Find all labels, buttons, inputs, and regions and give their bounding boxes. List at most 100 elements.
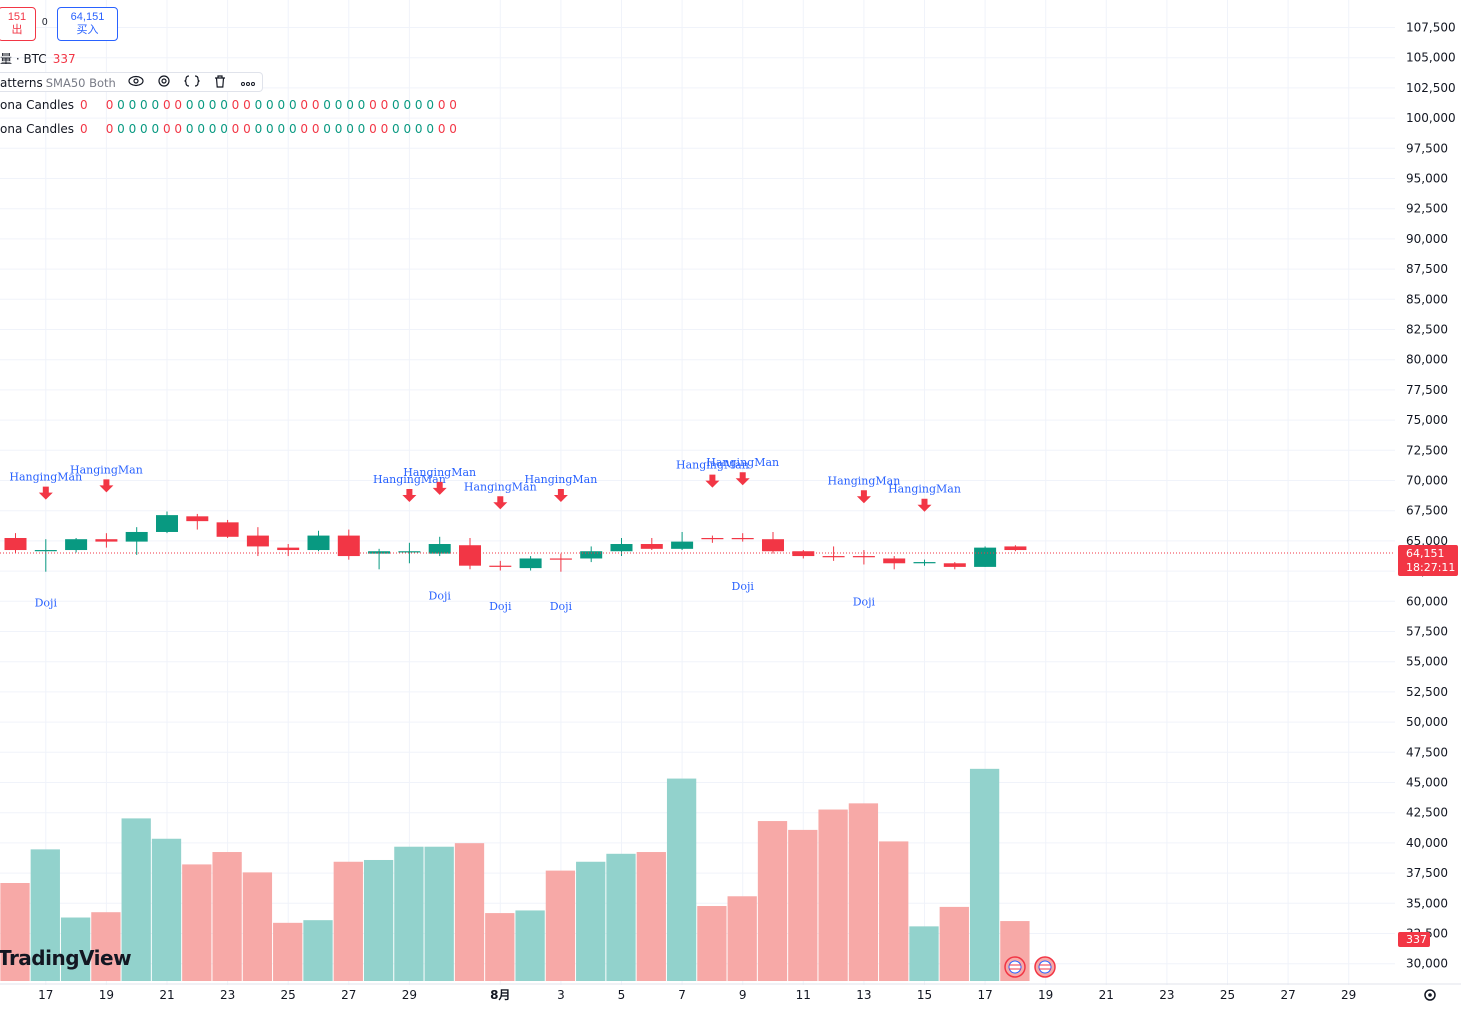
volume-bar — [60, 917, 91, 981]
candle-body — [34, 550, 57, 552]
down-arrow-icon — [402, 489, 417, 503]
volume-tag: 337 — [1398, 932, 1430, 947]
candles-legend-row-1[interactable]: ona Candles 0 0 0 0 0 0 0 0 0 0 0 0 0 0 0 … — [0, 98, 457, 112]
pattern-label: HangingMan — [676, 459, 749, 472]
candles-count: 0 — [80, 122, 88, 136]
price-tick-label: 92,500 — [1406, 202, 1448, 216]
settings-icon[interactable] — [156, 74, 172, 91]
volume-legend-row[interactable]: 量 · BTC 337 — [0, 50, 76, 67]
price-tick-label: 75,000 — [1406, 413, 1448, 427]
candle-body — [580, 551, 603, 559]
candle-body — [519, 558, 542, 569]
doji-label: Doji — [429, 589, 452, 602]
indicator-legend-row[interactable]: atterns SMA50 Both — [0, 72, 263, 92]
down-arrow-icon — [917, 498, 932, 512]
volume-value: 337 — [52, 52, 76, 66]
price-tick-label: 37,500 — [1406, 866, 1448, 880]
countdown-value: 18:27:11 — [1406, 561, 1455, 574]
down-arrow-icon — [99, 479, 114, 493]
volume-bar — [818, 809, 848, 981]
time-tick-label: 21 — [1099, 988, 1114, 1002]
time-tick-label: 3 — [557, 988, 565, 1002]
time-tick-label: 11 — [796, 988, 811, 1002]
volume-bar — [363, 859, 394, 981]
us-event-icon[interactable] — [1004, 956, 1026, 978]
volume-bar — [636, 852, 666, 981]
last-price-tag: 64,151 18:27:11 — [1398, 545, 1458, 576]
down-arrow-icon — [432, 481, 447, 495]
candle-body — [883, 558, 906, 564]
spread-value: 0 — [42, 17, 48, 28]
price-tick-label: 40,000 — [1406, 836, 1448, 850]
time-tick-label: 23 — [1159, 988, 1174, 1002]
down-arrow-icon — [735, 472, 750, 486]
eye-icon[interactable] — [128, 75, 144, 90]
volume-bar — [424, 846, 454, 981]
price-tick-label: 42,500 — [1406, 806, 1448, 820]
buy-label: 买入 — [76, 24, 99, 36]
time-tick-label: 25 — [281, 988, 296, 1002]
price-tick-label: 67,500 — [1406, 504, 1448, 518]
pattern-label: HangingMan — [524, 473, 597, 486]
candle-body — [913, 562, 936, 564]
price-tick-label: 50,000 — [1406, 715, 1448, 729]
sell-button[interactable]: 151 出 — [0, 7, 36, 41]
settings-gear-icon[interactable] — [1424, 989, 1436, 1001]
pattern-label: HangingMan — [373, 473, 446, 486]
down-arrow-icon — [553, 489, 568, 503]
down-arrow-icon — [38, 486, 53, 500]
trash-icon[interactable] — [212, 74, 228, 91]
volume-bar — [394, 846, 424, 981]
pattern-markers: HangingManHangingManHangingManHangingMan… — [9, 456, 961, 613]
doji-label: Doji — [550, 600, 573, 613]
volume-tag-value: 337 — [1406, 933, 1427, 946]
time-tick-label: 7 — [678, 988, 686, 1002]
candle-body — [489, 565, 512, 567]
indicator-name: atterns — [0, 75, 43, 90]
candles-zero-series: 0 0 0 0 0 0 0 0 0 0 0 0 0 0 0 0 0 0 0 0 … — [105, 98, 457, 112]
down-arrow-icon — [705, 474, 720, 488]
volume-bar — [0, 883, 30, 981]
candle-body — [822, 556, 845, 558]
candle-body — [428, 544, 451, 554]
time-axis[interactable]: 17 19 21 23 25 27 29 8月 3 5 7 9 11 13 15 17 19 21 23 25 27 29 — [0, 983, 1461, 1002]
us-event-icon[interactable] — [1034, 956, 1056, 978]
candle-body — [549, 558, 572, 560]
volume-bar — [788, 829, 818, 981]
candle-body — [307, 535, 330, 551]
indicator-args: SMA50 Both — [45, 75, 116, 90]
tradingview-logo[interactable]: TradingView — [0, 946, 132, 970]
price-tick-label: 30,000 — [1406, 957, 1448, 971]
pattern-label: HangingMan — [706, 456, 779, 469]
price-axis[interactable]: 107,500 105,000 102,500 100,000 97,500 95,000… — [1406, 21, 1456, 971]
volume-bar — [212, 852, 242, 981]
time-tick-label: 5 — [618, 988, 626, 1002]
source-code-icon[interactable] — [184, 75, 200, 90]
price-tick-label: 107,500 — [1406, 21, 1456, 35]
volume-bar — [242, 872, 273, 981]
price-tick-label: 45,000 — [1406, 776, 1448, 790]
candle-body — [974, 547, 997, 567]
candle-body — [610, 544, 633, 552]
price-tick-label: 105,000 — [1406, 51, 1456, 65]
candles-legend-row-2[interactable]: ona Candles 0 0 0 0 0 0 0 0 0 0 0 0 0 0 0 … — [0, 122, 457, 136]
volume-bar — [333, 861, 363, 981]
buy-button[interactable]: 64,151 买入 — [57, 7, 118, 41]
time-tick-label: 29 — [1341, 988, 1356, 1002]
price-tick-label: 72,500 — [1406, 443, 1448, 457]
candle-body — [1004, 546, 1027, 551]
volume-bar — [454, 843, 485, 981]
volume-bar — [879, 841, 909, 981]
pattern-label: HangingMan — [403, 466, 476, 479]
more-icon[interactable] — [240, 76, 256, 90]
volume-bar — [545, 870, 576, 981]
time-tick-label: 29 — [402, 988, 417, 1002]
time-tick-label: 19 — [99, 988, 114, 1002]
volume-bar — [30, 849, 60, 981]
price-tick-label: 55,000 — [1406, 655, 1448, 669]
time-tick-label: 27 — [341, 988, 356, 1002]
candles-zero-series: 0 0 0 0 0 0 0 0 0 0 0 0 0 0 0 0 0 0 0 0 … — [105, 122, 457, 136]
price-tick-label: 52,500 — [1406, 685, 1448, 699]
buy-price: 64,151 — [70, 11, 105, 23]
